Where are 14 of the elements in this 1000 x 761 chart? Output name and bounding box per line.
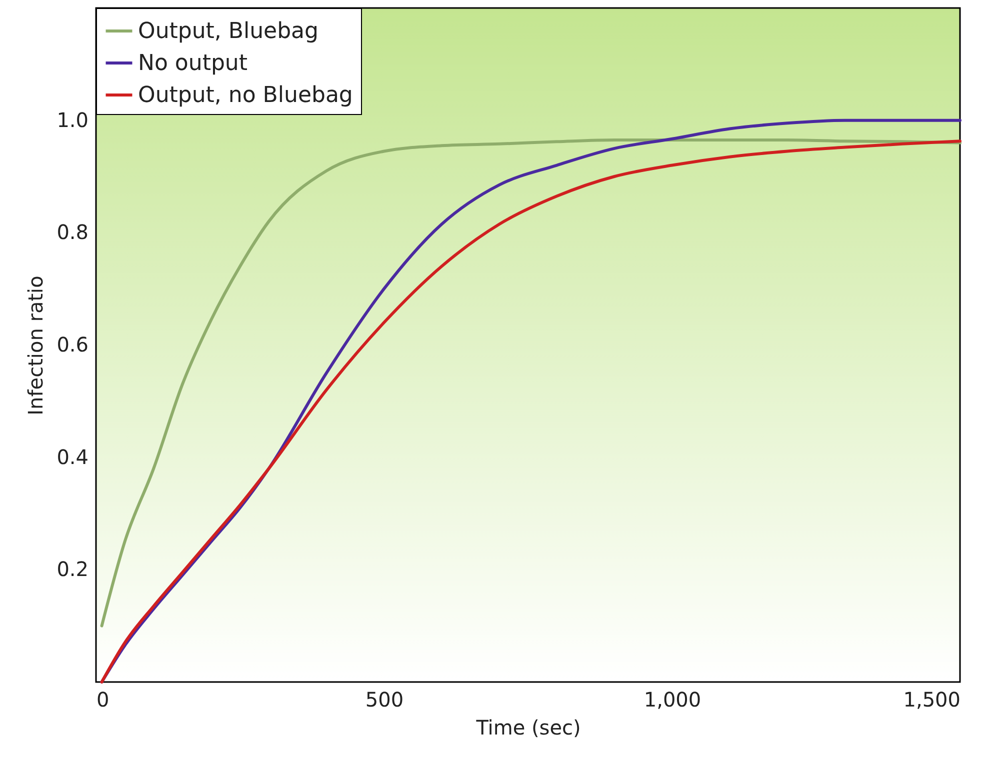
y-tick-label: 0.8 bbox=[56, 220, 88, 244]
x-tick-label: 0 bbox=[96, 688, 110, 712]
legend-label: Output, Bluebag bbox=[138, 19, 319, 44]
legend-label: No output bbox=[138, 51, 248, 76]
y-tick-label: 1.0 bbox=[56, 108, 88, 132]
x-tick-label: 500 bbox=[365, 688, 404, 712]
legend-label: Output, no Bluebag bbox=[138, 83, 353, 108]
x-tick-label: 1,000 bbox=[644, 688, 702, 712]
x-axis-title: Time (sec) bbox=[475, 716, 581, 740]
y-tick-label: 0.4 bbox=[56, 444, 88, 469]
y-axis-title: Infection ratio bbox=[24, 276, 48, 416]
y-tick-label: 0.6 bbox=[56, 332, 88, 356]
y-tick-label: 0.2 bbox=[56, 557, 88, 582]
x-tick-label: 1,500 bbox=[903, 688, 960, 712]
